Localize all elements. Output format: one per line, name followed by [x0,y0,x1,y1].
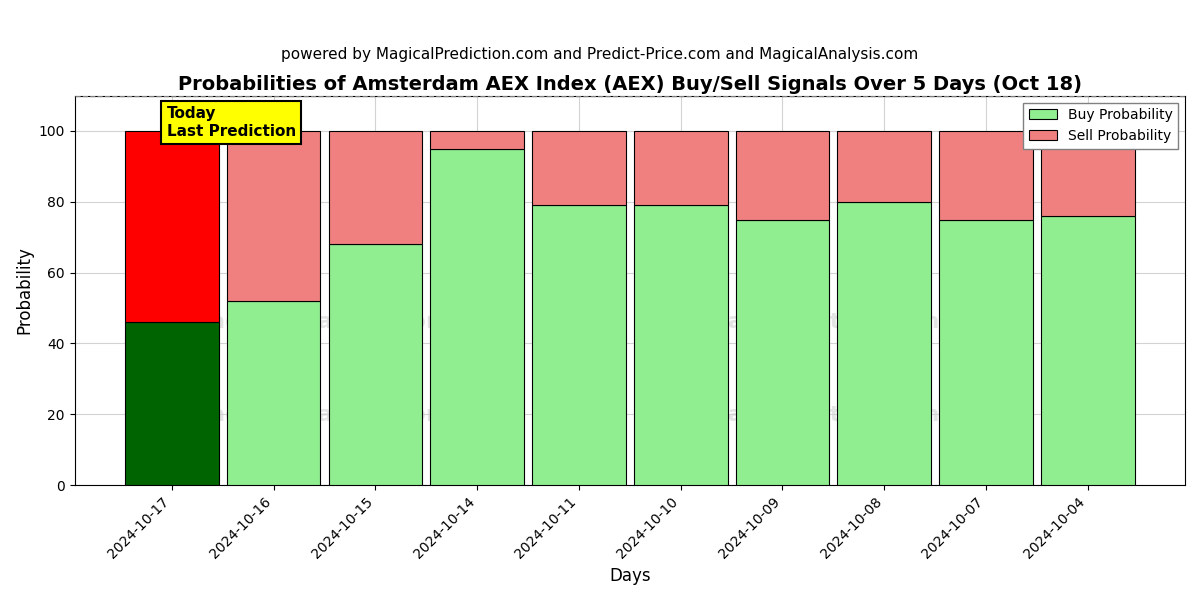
Bar [532,205,625,485]
Bar [634,131,727,205]
Bar [329,244,422,485]
Title: Probabilities of Amsterdam AEX Index (AEX) Buy/Sell Signals Over 5 Days (Oct 18): Probabilities of Amsterdam AEX Index (AE… [178,75,1082,94]
Bar [940,131,1033,220]
Bar [736,131,829,220]
X-axis label: Days: Days [610,567,650,585]
Y-axis label: Probability: Probability [16,247,34,334]
Bar [431,131,524,149]
Bar [125,131,218,322]
Text: Today
Last Prediction: Today Last Prediction [167,106,296,139]
Bar [329,131,422,244]
Text: MagicalAnalysis.com: MagicalAnalysis.com [188,405,450,425]
Bar [1040,216,1134,485]
Text: MagicalPrediction.com: MagicalPrediction.com [654,311,940,332]
Bar [227,301,320,485]
Bar [634,205,727,485]
Bar [1040,131,1134,216]
Text: MagicalAnalysis.com: MagicalAnalysis.com [188,311,450,332]
Bar [227,131,320,301]
Legend: Buy Probability, Sell Probability: Buy Probability, Sell Probability [1024,103,1178,149]
Bar [736,220,829,485]
Bar [838,202,931,485]
Bar [838,131,931,202]
Bar [125,322,218,485]
Bar [431,149,524,485]
Bar [940,220,1033,485]
Text: MagicalPrediction.com: MagicalPrediction.com [654,405,940,425]
Text: powered by MagicalPrediction.com and Predict-Price.com and MagicalAnalysis.com: powered by MagicalPrediction.com and Pre… [281,46,919,61]
Bar [532,131,625,205]
